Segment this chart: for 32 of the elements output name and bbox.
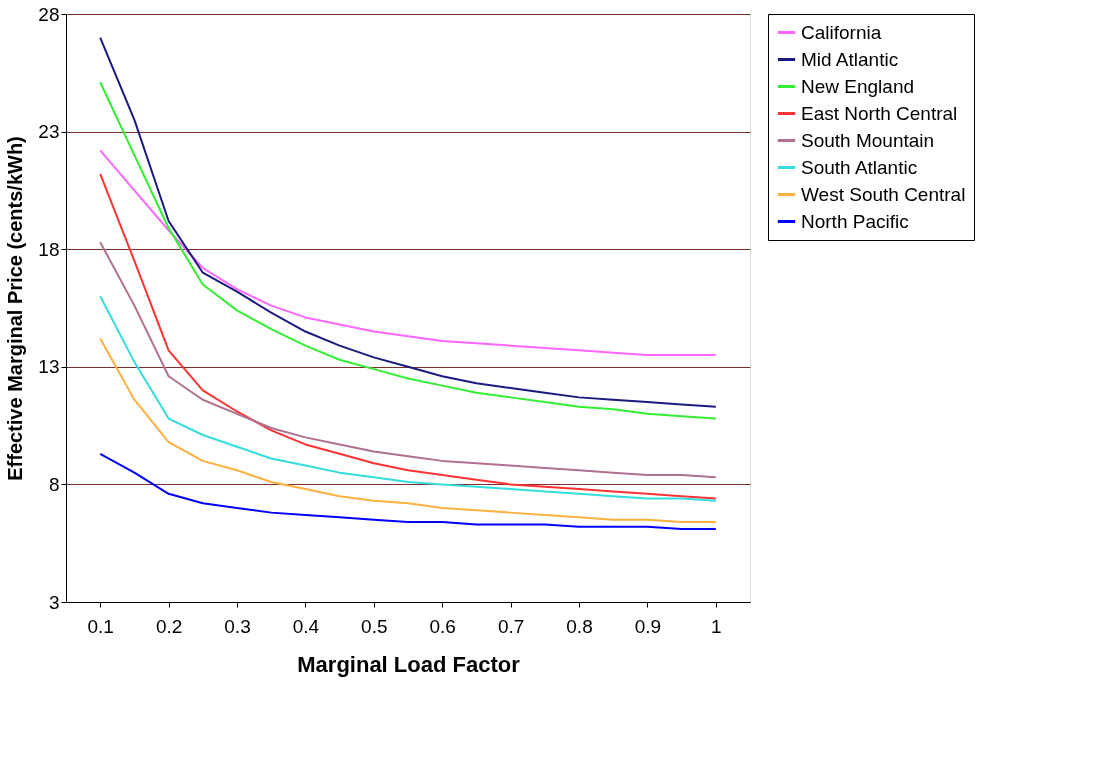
x-tick-label: 0.6 (429, 615, 456, 637)
legend-label: California (801, 21, 882, 43)
line-series (99, 295, 717, 502)
legend-label: South Atlantic (801, 156, 918, 178)
legend-label: East North Central (801, 102, 958, 124)
legend-label: North Pacific (801, 210, 909, 232)
x-tick-label: 0.4 (292, 615, 320, 637)
line-series (99, 337, 717, 524)
x-tick-label: 0.2 (155, 615, 183, 637)
legend-label: New England (801, 75, 915, 97)
legend-label: West South Central (801, 183, 966, 205)
x-tick-label: 1 (711, 615, 722, 637)
x-axis-title: Marginal Load Factor (297, 651, 521, 677)
line-series (99, 172, 717, 500)
y-tick-label: 13 (38, 356, 60, 378)
x-tick-label: 0.1 (87, 615, 114, 637)
line-series (99, 149, 717, 357)
legend-label: South Mountain (801, 129, 935, 151)
x-tick-label: 0.7 (497, 615, 525, 637)
x-tick-label: 0.9 (634, 615, 662, 637)
line-series (99, 241, 717, 479)
y-tick-label: 8 (48, 473, 60, 495)
y-tick-label: 23 (38, 121, 60, 143)
y-tick-label: 18 (38, 238, 60, 260)
x-tick-label: 0.5 (361, 615, 388, 637)
x-tick-label: 0.3 (224, 615, 251, 637)
y-tick-label: 3 (48, 591, 60, 613)
line-series (99, 452, 717, 531)
legend-label: Mid Atlantic (801, 48, 899, 70)
x-tick-label: 0.8 (566, 615, 593, 637)
y-tick-label: 28 (38, 3, 60, 25)
y-axis-title: Effective Marginal Price (cents/kWh) (4, 136, 27, 481)
